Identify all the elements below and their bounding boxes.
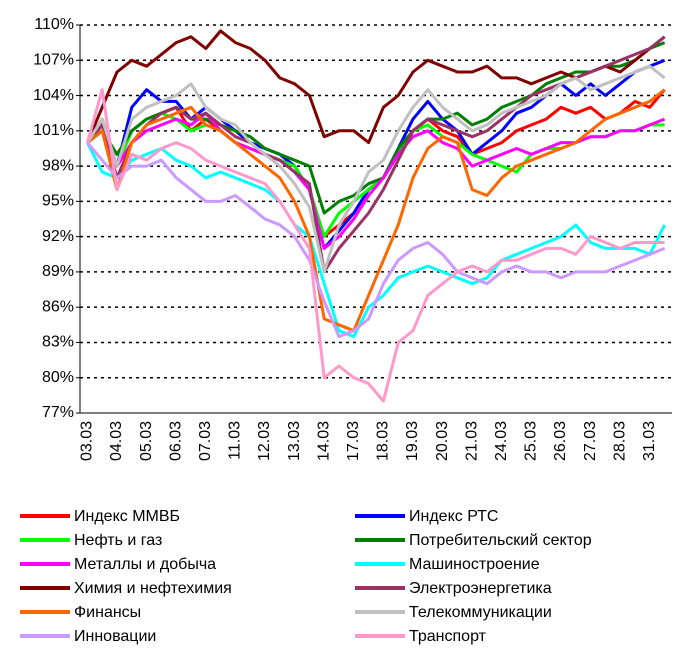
y-tick-label: 89% bbox=[42, 263, 74, 280]
legend-label: Транспорт bbox=[409, 628, 487, 645]
x-tick-label: 28.03 bbox=[611, 421, 628, 461]
series-line bbox=[86, 64, 666, 274]
y-tick-label: 110% bbox=[34, 16, 74, 33]
x-tick-label: 07.03 bbox=[197, 421, 214, 461]
plot-area bbox=[85, 29, 666, 403]
series-line bbox=[86, 111, 666, 250]
legend-label: Индекс ММВБ bbox=[74, 508, 180, 525]
x-tick-label: 04.03 bbox=[108, 421, 125, 461]
legend-label: Нефть и газ bbox=[74, 532, 162, 549]
x-tick-label: 05.03 bbox=[138, 421, 155, 461]
series-line bbox=[86, 88, 666, 239]
y-tick-label: 98% bbox=[42, 157, 74, 174]
y-tick-label: 104% bbox=[33, 87, 74, 104]
x-tick-label: 14.03 bbox=[315, 421, 332, 461]
x-tick-label: 20.03 bbox=[434, 421, 451, 461]
x-tick-label: 03.03 bbox=[79, 421, 96, 461]
x-tick-label: 17.03 bbox=[345, 421, 362, 461]
x-tick-label: 21.03 bbox=[463, 421, 480, 461]
x-tick-label: 12.03 bbox=[256, 421, 273, 461]
axis-labels: 77% 80% 83% 86% 89% 92% 95% 98% 101% 104% 107% 110%… bbox=[33, 16, 658, 461]
x-tick-label: 26.03 bbox=[552, 421, 569, 461]
x-tick-label: 24.03 bbox=[493, 421, 510, 461]
x-tick-label: 19.03 bbox=[404, 421, 421, 461]
legend-label: Машиностроение bbox=[409, 556, 540, 573]
y-tick-label: 83% bbox=[42, 334, 74, 351]
legend-label: Металлы и добыча bbox=[74, 556, 216, 573]
x-tick-label: 25.03 bbox=[523, 421, 540, 461]
y-tick-label: 77% bbox=[42, 404, 74, 421]
x-tick-label: 06.03 bbox=[167, 421, 184, 461]
series-line bbox=[86, 58, 666, 250]
x-tick-label: 31.03 bbox=[641, 421, 658, 461]
series-line bbox=[86, 29, 666, 145]
legend: Индекс ММВБ Индекс РТС Нефть и газ Потребит… bbox=[20, 508, 592, 645]
series-line bbox=[85, 88, 665, 403]
series-line bbox=[86, 88, 666, 333]
y-tick-label: 95% bbox=[42, 193, 74, 210]
y-tick-label: 86% bbox=[42, 298, 74, 315]
legend-label: Электроэнергетика bbox=[409, 580, 552, 597]
series-line bbox=[86, 141, 666, 339]
legend-label: Финансы bbox=[74, 604, 141, 621]
y-tick-label: 92% bbox=[42, 228, 74, 245]
y-tick-label: 80% bbox=[42, 369, 74, 386]
legend-label: Инновации bbox=[74, 628, 156, 645]
legend-label: Потребительский сектор bbox=[409, 532, 592, 549]
x-tick-label: 13.03 bbox=[286, 421, 303, 461]
legend-label: Химия и нефтехимия bbox=[74, 580, 232, 597]
legend-label: Индекс РТС bbox=[409, 508, 498, 525]
x-tick-label: 27.03 bbox=[582, 421, 599, 461]
y-tick-label: 107% bbox=[33, 51, 74, 68]
x-tick-label: 18.03 bbox=[375, 421, 392, 461]
x-tick-label: 11.03 bbox=[227, 421, 244, 460]
y-tick-label: 101% bbox=[33, 122, 74, 139]
legend-label: Телекоммуникации bbox=[409, 604, 552, 621]
